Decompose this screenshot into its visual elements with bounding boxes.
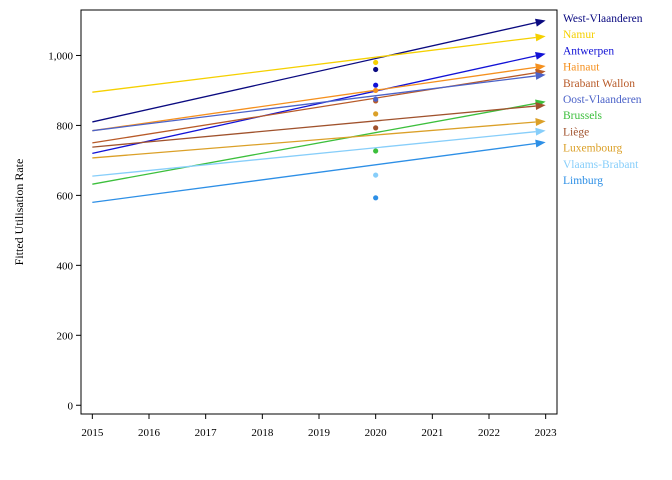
series-line: [92, 121, 536, 159]
x-tick-label: 2023: [535, 427, 558, 439]
series-arrowhead: [535, 63, 546, 72]
x-axis: 2015 2016 2017 2018 2019 2020 2021 2022 2023: [81, 414, 557, 439]
series-line: [92, 22, 537, 123]
legend-entry: Hainaut: [563, 62, 600, 74]
legend-entry: West-Vlaanderen: [563, 13, 643, 25]
x-tick-label: 2017: [195, 427, 218, 439]
series-arrowhead: [535, 127, 546, 136]
series-line: [92, 105, 536, 148]
series-points: [373, 59, 379, 201]
legend-entry: Antwerpen: [563, 45, 614, 57]
y-tick-label: 0: [68, 400, 74, 412]
data-point: [373, 87, 379, 94]
y-tick-label: 400: [57, 260, 74, 272]
series-line: [92, 55, 537, 155]
legend-entry: Oost-Vlaanderen: [563, 94, 642, 106]
data-point: [373, 111, 379, 117]
legend-entry: Limburg: [563, 175, 603, 187]
data-point: [373, 172, 379, 178]
series-lines: [92, 18, 546, 204]
series-arrowhead: [535, 71, 546, 80]
data-point: [373, 59, 379, 66]
series-line: [92, 66, 536, 132]
x-tick-label: 2015: [81, 427, 104, 439]
legend-entry: Namur: [563, 29, 595, 41]
data-point: [373, 148, 379, 154]
series-line: [92, 142, 536, 204]
y-axis: 0 200 400 600 800 1,000: [48, 50, 81, 412]
y-tick-label: 1,000: [48, 50, 73, 62]
x-tick-label: 2020: [365, 427, 388, 439]
series-arrowhead: [535, 18, 546, 27]
x-tick-label: 2022: [478, 427, 500, 439]
data-point: [373, 96, 379, 102]
legend: West-Vlaanderen Namur Antwerpen Hainaut Brab…: [563, 13, 643, 187]
series-line: [92, 131, 536, 177]
x-tick-label: 2021: [421, 427, 443, 439]
x-tick-label: 2016: [138, 427, 161, 439]
data-point: [373, 125, 379, 131]
data-point: [373, 195, 379, 201]
legend-entry: Vlaams-Brabant: [563, 159, 639, 171]
y-tick-label: 800: [57, 120, 74, 132]
series-arrowhead: [535, 33, 546, 42]
plot-area: [80, 9, 558, 415]
y-tick-label: 200: [57, 330, 74, 342]
legend-entry: Luxembourg: [563, 143, 622, 155]
legend-entry: Liège: [563, 126, 589, 138]
series-line: [92, 102, 536, 185]
series-arrowhead: [535, 51, 546, 60]
legend-entry: Brabant Wallon: [563, 78, 635, 90]
x-tick-label: 2018: [251, 427, 274, 439]
data-point: [373, 66, 379, 73]
y-tick-label: 600: [57, 190, 74, 202]
x-tick-label: 2019: [308, 427, 331, 439]
series-arrowhead: [535, 102, 546, 111]
data-point: [373, 82, 379, 88]
y-axis-title: Fitted Utilisation Rate: [12, 159, 26, 266]
series-line: [92, 36, 536, 93]
series-line: [92, 75, 536, 132]
series-arrowhead: [535, 118, 546, 127]
legend-entry: Brussels: [563, 110, 603, 122]
series-arrowhead: [535, 139, 546, 148]
